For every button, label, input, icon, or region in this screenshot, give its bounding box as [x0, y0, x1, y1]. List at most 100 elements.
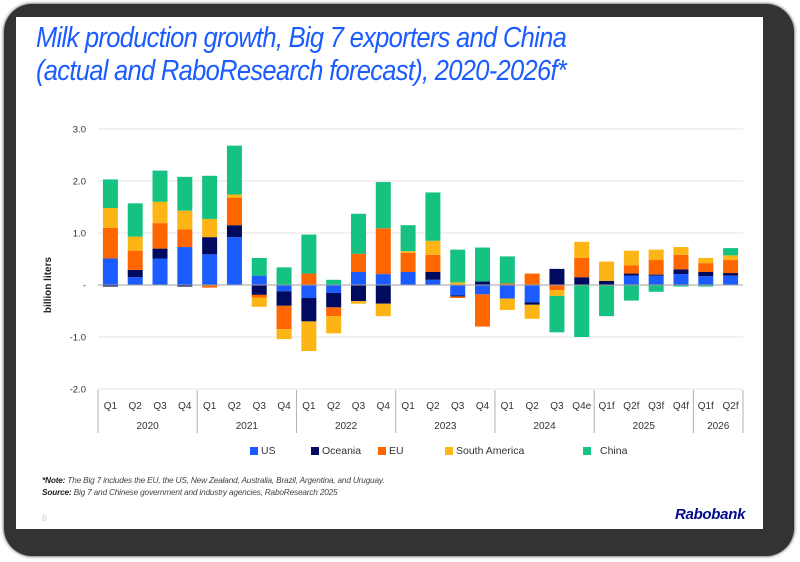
- bar-segment-eu: [723, 260, 739, 274]
- x-group-label: 2020: [136, 421, 159, 432]
- bar-segment-eu: [475, 294, 491, 327]
- bar-segment-china: [723, 248, 739, 256]
- bar-segment-oceania: [450, 295, 466, 297]
- x-tick-label: Q1f: [698, 401, 714, 412]
- x-tick-label: Q4f: [673, 401, 689, 412]
- x-tick-label: Q3: [253, 401, 267, 412]
- legend-swatch: [583, 447, 591, 455]
- x-tick-label: Q2: [327, 401, 341, 412]
- bar-segment-china: [276, 267, 292, 285]
- y-tick-label: 2.0: [73, 177, 86, 188]
- x-tick-label: Q1: [401, 401, 415, 412]
- bar-stack: [549, 268, 565, 333]
- bar-segment-oceania: [152, 248, 168, 259]
- bar-segment-oceania: [425, 272, 441, 280]
- legend-item-south-america: South America: [445, 445, 524, 457]
- bar-segment-oceania: [177, 285, 193, 287]
- bar-segment-eu: [226, 197, 242, 226]
- bar-segment-us: [673, 274, 689, 285]
- rabobank-logo: Rabobank: [675, 506, 746, 523]
- bar-stack: [102, 179, 118, 287]
- bar-segment-south-america: [623, 250, 639, 266]
- title-line-1: Milk production growth, Big 7 exporters …: [36, 22, 567, 54]
- bar-stack: [698, 257, 714, 287]
- bar-stack: [251, 257, 267, 307]
- x-tick-label: Q4e: [572, 401, 591, 412]
- bar-segment-eu: [127, 250, 143, 270]
- bar-segment-oceania: [301, 298, 317, 322]
- legend-swatch: [311, 447, 319, 455]
- bar-segment-south-america: [723, 255, 739, 261]
- bar-stack: [326, 279, 342, 334]
- bar-stack: [599, 261, 615, 317]
- bar-segment-south-america: [301, 321, 317, 352]
- x-tick-label: Q1: [302, 401, 316, 412]
- bar-segment-oceania: [202, 237, 218, 255]
- bar-stack: [425, 192, 441, 285]
- bar-segment-south-america: [450, 282, 466, 285]
- y-axis-label: billion liters: [43, 257, 54, 314]
- bar-segment-china: [599, 285, 615, 317]
- x-tick-label: Q4: [476, 401, 490, 412]
- bar-segment-china: [177, 176, 193, 211]
- bar-segment-south-america: [673, 247, 689, 255]
- bar-segment-eu: [102, 227, 118, 259]
- bar-segment-oceania: [673, 269, 689, 275]
- x-tick-label: Q2: [426, 401, 440, 412]
- bar-stack: [574, 241, 590, 337]
- bar-stack: [127, 203, 143, 285]
- x-tick-label: Q2: [228, 401, 242, 412]
- legend-swatch: [250, 447, 258, 455]
- x-tick-label: Q3: [451, 401, 465, 412]
- bar-segment-us: [425, 279, 441, 285]
- bar-segment-south-america: [524, 304, 540, 319]
- legend-item-oceania: Oceania: [311, 445, 361, 457]
- bar-segment-us: [524, 285, 540, 303]
- bar-stack: [450, 249, 466, 298]
- gridlines: [98, 128, 743, 390]
- y-tick-label: 3.0: [73, 125, 86, 136]
- note-text: The Big 7 includes the EU, the US, New Z…: [67, 475, 385, 485]
- legend-item-china: China: [583, 445, 627, 457]
- note-label: *Note:: [42, 475, 66, 485]
- bar-segment-eu: [574, 257, 590, 278]
- bar-segment-us: [226, 237, 242, 285]
- bar-segment-eu: [276, 305, 292, 330]
- y-tick-label: -2.0: [70, 385, 86, 396]
- bar-segment-china: [549, 295, 565, 333]
- bar-segment-us: [102, 258, 118, 285]
- x-tick-label: Q3: [550, 401, 564, 412]
- bar-segment-oceania: [226, 225, 242, 238]
- bar-segment-south-america: [127, 236, 143, 251]
- bar-stack: [375, 182, 391, 317]
- legend-swatch: [445, 447, 453, 455]
- bar-segment-south-america: [549, 290, 565, 296]
- bar-segment-china: [623, 285, 639, 301]
- bar-segment-oceania: [698, 272, 714, 277]
- bar-segment-eu: [152, 223, 168, 249]
- legend-label: US: [261, 445, 276, 457]
- x-tick-label: Q3: [153, 401, 167, 412]
- bar-stack: [226, 145, 242, 285]
- bar-segment-eu: [648, 260, 664, 275]
- bar-segment-china: [400, 225, 416, 252]
- bar-segment-south-america: [574, 241, 590, 258]
- bar-segment-china: [350, 213, 366, 254]
- y-tick-label: -1.0: [70, 333, 86, 344]
- bar-stack: [301, 234, 317, 352]
- x-tick-label: Q3: [352, 401, 366, 412]
- bar-segment-us: [177, 247, 193, 285]
- bar-segment-oceania: [251, 285, 267, 295]
- x-group-label: 2026: [707, 421, 730, 432]
- footnote: *Note: The Big 7 includes the EU, the US…: [42, 475, 385, 498]
- bar-stack: [499, 256, 515, 310]
- bar-segment-china: [251, 257, 267, 276]
- bar-segment-eu: [251, 294, 267, 298]
- x-tick-label: Q4: [377, 401, 391, 412]
- bar-segment-china: [499, 256, 515, 284]
- legend-item-eu: EU: [378, 445, 404, 457]
- bar-segment-china: [673, 285, 689, 287]
- bar-segment-south-america: [425, 240, 441, 255]
- bar-stack: [524, 273, 540, 319]
- bar-segment-us: [723, 275, 739, 285]
